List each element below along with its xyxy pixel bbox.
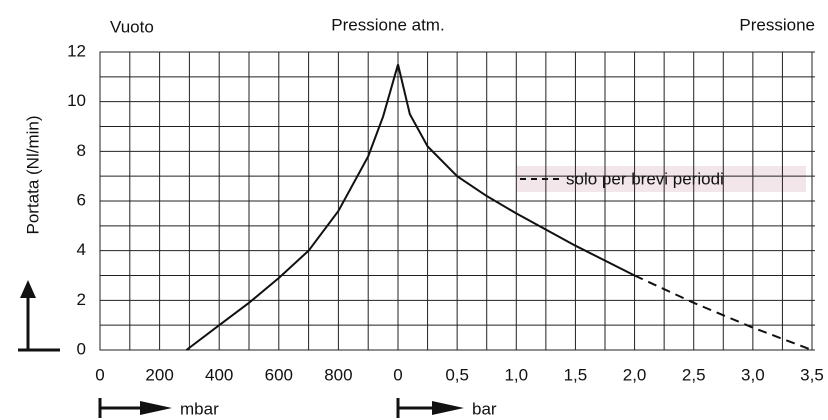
x2-tick-label: 1,0	[504, 365, 528, 384]
x-arrow	[98, 398, 464, 418]
line	[397, 64, 636, 277]
x2-tick-label: 3,0	[741, 365, 765, 384]
y-tick-label: 2	[77, 290, 86, 309]
annotation: solo per brevi periodi	[566, 169, 724, 188]
x-tick-label: 600	[265, 365, 293, 384]
x-tick-label: 800	[324, 365, 352, 384]
x-unit: mbar	[180, 399, 219, 418]
line	[634, 274, 813, 351]
y-tick-label: 4	[77, 240, 86, 259]
y-tick-label: 12	[67, 41, 86, 60]
top-label: Pressione	[739, 15, 815, 34]
y-tick-label: 6	[77, 190, 86, 209]
annotation-bg	[516, 166, 806, 192]
y-arrow	[18, 280, 60, 352]
x2-tick-label: 0	[393, 365, 402, 384]
y-axis-label: Portata (Nl/min)	[23, 115, 42, 234]
x-tick-label: 0	[95, 365, 104, 384]
top-label: Pressione atm.	[331, 15, 444, 34]
x2-tick-label: 0,5	[445, 365, 469, 384]
y-tick-label: 8	[77, 141, 86, 160]
line	[185, 64, 399, 351]
y-tick-label: 0	[77, 339, 86, 358]
y-tick-label: 10	[67, 91, 86, 110]
x2-tick-label: 2,5	[682, 365, 706, 384]
x2-tick-label: 1,5	[564, 365, 588, 384]
top-label: Vuoto	[110, 17, 154, 36]
x-tick-label: 200	[145, 365, 173, 384]
x2-tick-label: 2,0	[623, 365, 647, 384]
x2-tick-label: 3,5	[800, 365, 824, 384]
x2-unit: bar	[472, 399, 497, 418]
x-tick-label: 400	[205, 365, 233, 384]
